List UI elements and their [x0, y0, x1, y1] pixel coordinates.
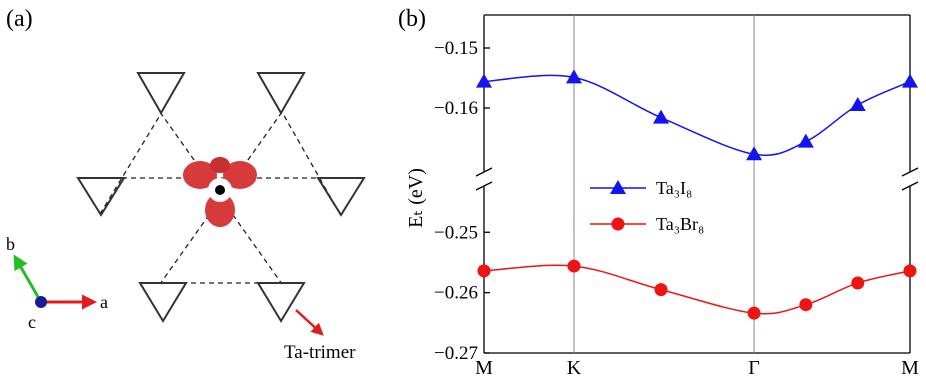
marker	[565, 69, 582, 84]
axis-line	[475, 181, 493, 191]
x-tick-label: Γ	[748, 357, 760, 377]
axes-glyph	[13, 254, 97, 310]
marker	[797, 133, 814, 148]
trimer	[183, 157, 257, 227]
marker	[849, 97, 866, 111]
marker	[611, 217, 625, 231]
axis-line	[475, 167, 493, 177]
x-tick-label: K	[567, 357, 582, 377]
y-tick-label: −0.27	[434, 343, 478, 364]
panel-label: (a)	[6, 6, 33, 32]
marker	[652, 109, 669, 124]
series-line	[483, 264, 911, 315]
x-tick-label: M	[901, 357, 919, 377]
y-tick-label: −0.25	[434, 222, 478, 243]
axis-label: b	[6, 234, 15, 254]
panel-label: (b)	[398, 6, 426, 32]
panel-a: (a) b a c Ta-trimer	[6, 6, 366, 363]
lattice	[76, 72, 366, 323]
marker	[851, 276, 865, 290]
axis-line	[901, 181, 919, 191]
axis-label: a	[100, 292, 108, 312]
marker	[902, 73, 918, 88]
marker	[654, 283, 668, 297]
marker	[567, 259, 581, 273]
marker	[903, 264, 917, 278]
panel-b: (b) Eₜ (eV) M K Γ M −0.15 −0.16 −0.25 −0.26 −0.2…	[398, 6, 919, 379]
y-tick-label: −0.16	[434, 98, 478, 119]
series-line	[483, 74, 911, 156]
marker	[747, 306, 761, 320]
axis-line	[901, 167, 919, 177]
marker	[477, 264, 491, 278]
y-tick-label: −0.15	[434, 38, 478, 59]
axis-label: c	[28, 312, 36, 332]
y-axis-label: Eₜ (eV)	[405, 168, 427, 228]
marker	[799, 298, 813, 312]
y-tick-label: −0.26	[434, 283, 478, 304]
legend-label: Ta₃I₈	[656, 178, 692, 198]
x-tick-label: M	[475, 357, 493, 377]
legend-label: Ta₃Br₈	[656, 214, 704, 234]
marker	[746, 146, 763, 161]
marker	[610, 180, 626, 194]
marker	[476, 73, 492, 88]
pointer-label: Ta-trimer	[284, 342, 356, 363]
